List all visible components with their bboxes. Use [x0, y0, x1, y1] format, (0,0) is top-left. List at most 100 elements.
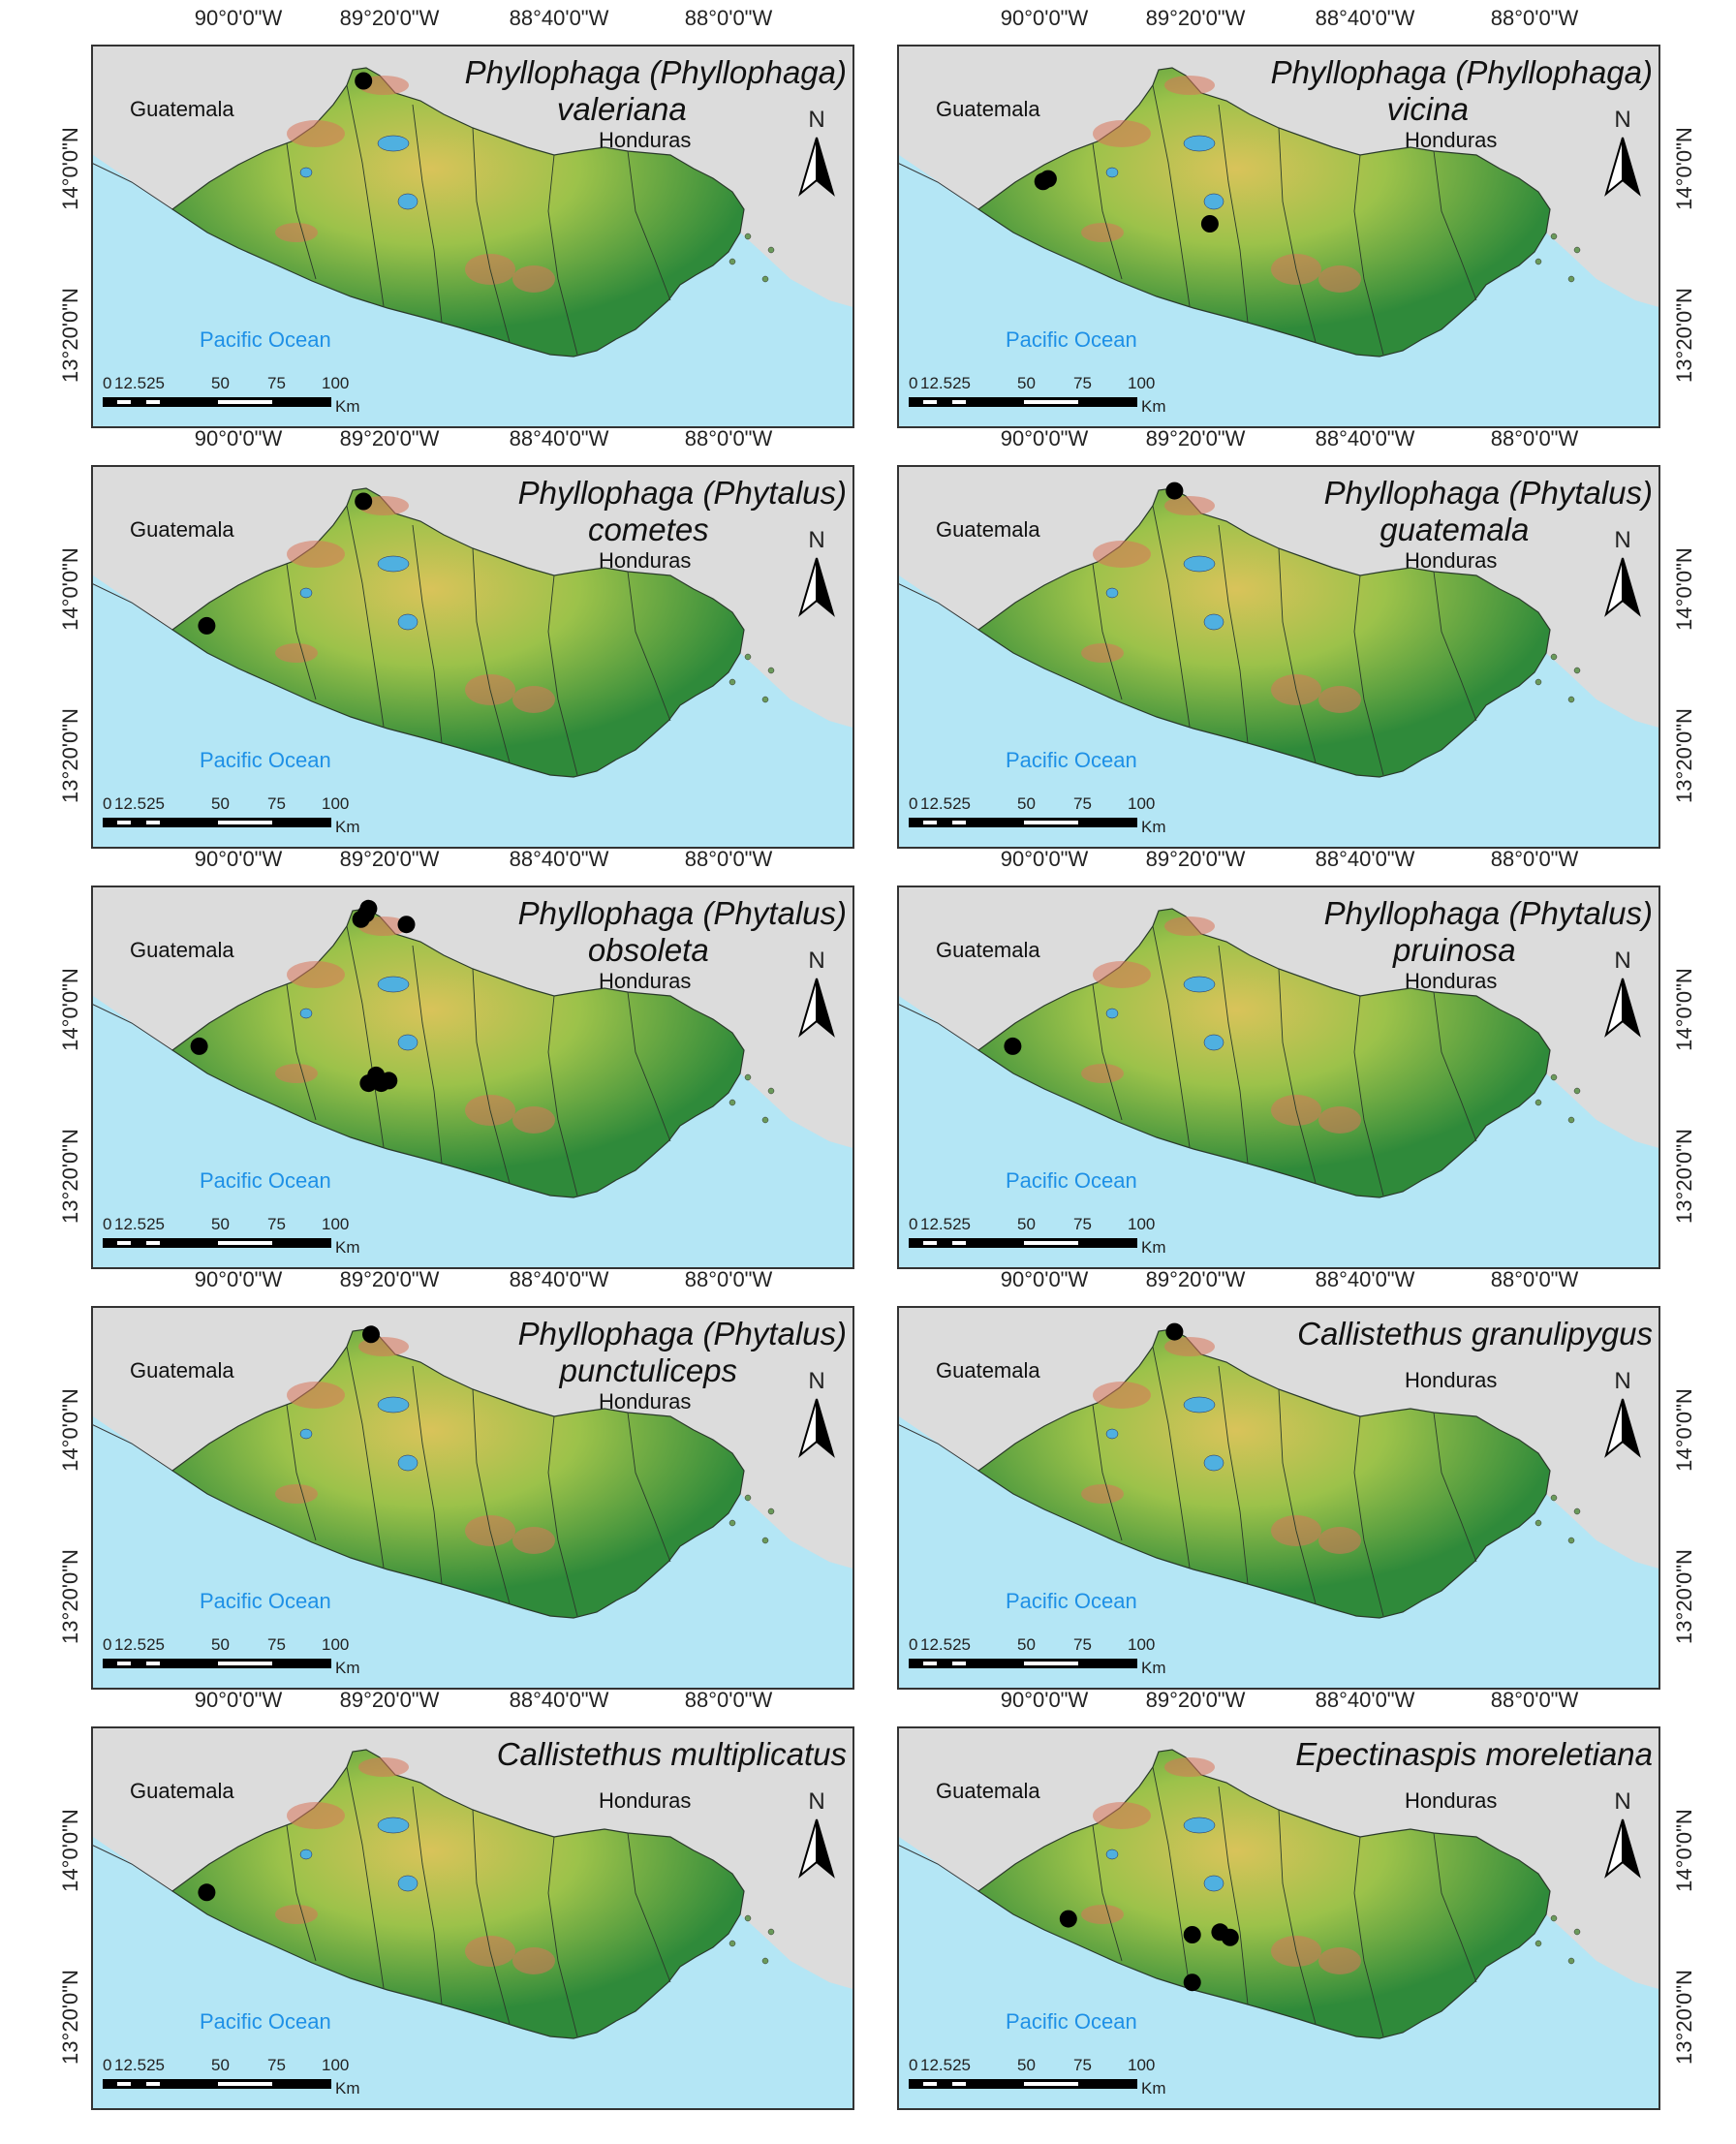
longitude-tick-label: 89°20'0"W — [1145, 6, 1246, 30]
island-1 — [1534, 258, 1542, 265]
scale-tick-label: 50 — [211, 1215, 230, 1233]
label-honduras: Honduras — [599, 1788, 692, 1813]
species-title-line1: Phyllophaga (Phyllophaga) — [464, 54, 847, 90]
latitude-tick-label: 14°0'0"N — [1672, 1809, 1696, 1892]
lake-1 — [1203, 1875, 1224, 1892]
highland-4 — [1081, 643, 1124, 663]
longitude-tick-label: 88°0'0"W — [1490, 426, 1579, 451]
highland-2 — [1093, 541, 1151, 568]
label-honduras: Honduras — [1405, 969, 1498, 993]
border-line — [899, 583, 979, 631]
relief-map — [93, 47, 852, 426]
department-line-5 — [1433, 1412, 1477, 1563]
scale-segment — [952, 2082, 966, 2086]
sea — [899, 155, 1658, 426]
species-title: Callistethus granulipygus — [1297, 1316, 1653, 1352]
longitude-axis: 90°0'0"W 89°20'0"W 88°40'0"W 88°0'0"W — [876, 1261, 1728, 1306]
label-guatemala: Guatemala — [130, 938, 234, 962]
north-label: N — [1614, 107, 1631, 133]
department-line-4 — [1353, 575, 1384, 776]
north-arrow-icon — [798, 137, 835, 197]
department-line-5 — [627, 571, 671, 722]
longitude-tick-label: 88°40'0"W — [509, 1688, 609, 1712]
latitude-tick-label: 13°20'0"N — [1672, 708, 1696, 803]
scale-tick-label: 50 — [1017, 1215, 1036, 1233]
north-arrow-icon — [1604, 978, 1641, 1038]
map-panel: 90°0'0"W 89°20'0"W 88°40'0"W 88°0'0"W 14°0'0… — [876, 0, 1728, 428]
scale-bar: 0 12.525 50 75 100 Km — [909, 1635, 1166, 1678]
scale-segment — [146, 821, 160, 824]
map-frame: Phyllophaga (Phytalus) pruinosa Guatemala H… — [897, 886, 1660, 1269]
lake-1 — [1203, 1454, 1224, 1472]
department-line-0 — [1092, 1824, 1123, 1962]
species-title: Phyllophaga (Phyllophaga) valeriana — [465, 54, 847, 128]
department-line-0 — [1092, 1404, 1123, 1541]
species-title-line2: valeriana — [556, 91, 687, 127]
longitude-axis: 90°0'0"W 89°20'0"W 88°40'0"W 88°0'0"W — [876, 1682, 1728, 1726]
department-line-1 — [346, 1766, 385, 1989]
highland-2 — [287, 1802, 345, 1829]
longitude-tick-label: 90°0'0"W — [194, 847, 283, 871]
scale-tick-label: 0 — [103, 1215, 112, 1233]
island-0 — [1550, 233, 1558, 240]
species-title-line2: pruinosa — [1393, 932, 1516, 968]
latitude-tick-label: 13°20'0"N — [1672, 288, 1696, 383]
north-arrow: N — [1598, 1368, 1647, 1465]
scale-bar-graphic — [909, 397, 1137, 407]
border-line — [93, 583, 173, 631]
scale-tick-label: 50 — [1017, 374, 1036, 392]
label-honduras: Honduras — [599, 1389, 692, 1414]
island-3 — [767, 1507, 775, 1515]
scale-tick-label: 75 — [1073, 1215, 1092, 1233]
latitude-tick-label: 14°0'0"N — [58, 127, 82, 210]
scale-tick-label: 0 — [103, 1635, 112, 1654]
scale-tick-label: 50 — [211, 374, 230, 392]
latitude-tick-label: 14°0'0"N — [1672, 547, 1696, 631]
lake-0 — [1183, 555, 1216, 573]
record-marker — [1221, 1928, 1239, 1946]
longitude-tick-label: 88°40'0"W — [1315, 1267, 1415, 1291]
lake-2 — [1105, 1849, 1119, 1860]
department-line-5 — [627, 150, 671, 301]
label-guatemala: Guatemala — [936, 517, 1040, 542]
scale-tick-label: 75 — [267, 374, 286, 392]
scale-tick-label: 100 — [322, 1215, 350, 1233]
relief-map — [93, 887, 852, 1267]
map-frame: Epectinaspis moreletiana Guatemala Hondura… — [897, 1726, 1660, 2110]
scale-segment — [218, 1662, 272, 1665]
scale-tick-label: 12.525 — [920, 1635, 971, 1654]
scale-tick-label: 12.525 — [114, 374, 165, 392]
island-3 — [767, 1928, 775, 1936]
scale-segment — [923, 2082, 937, 2086]
species-title-line1: Callistethus granulipygus — [1297, 1316, 1653, 1352]
scale-segment — [218, 2082, 272, 2086]
border-line — [93, 1004, 173, 1051]
longitude-tick-label: 88°40'0"W — [1315, 1688, 1415, 1712]
scale-tick-label: 12.525 — [920, 2056, 971, 2074]
north-arrow-icon — [798, 1818, 835, 1879]
record-marker — [1004, 1037, 1022, 1055]
island-1 — [1534, 1940, 1542, 1947]
island-2 — [1567, 696, 1575, 703]
label-guatemala: Guatemala — [130, 1779, 234, 1803]
latitude-tick-label: 14°0'0"N — [1672, 127, 1696, 210]
department-line-2 — [1218, 104, 1249, 324]
latitude-tick-label: 13°20'0"N — [58, 708, 82, 803]
department-line-4 — [547, 1415, 578, 1617]
label-pacific-ocean: Pacific Ocean — [200, 1589, 331, 1613]
island-1 — [728, 678, 736, 686]
lake-0 — [1183, 976, 1216, 993]
species-title: Epectinaspis moreletiana — [1295, 1736, 1653, 1773]
relief-map — [899, 47, 1658, 426]
scale-unit: Km — [335, 1238, 360, 1257]
scale-segment — [146, 2082, 160, 2086]
species-title-line1: Phyllophaga (Phyllophaga) — [1270, 54, 1653, 90]
scale-segment — [923, 821, 937, 824]
relief-map — [899, 467, 1658, 847]
record-marker — [1200, 215, 1219, 233]
scale-bar: 0 12.525 50 75 100 Km — [103, 374, 360, 417]
scale-tick-label: 0 — [909, 2056, 918, 2074]
species-title-line2: guatemala — [1380, 512, 1530, 547]
scale-tick-label: 0 — [103, 374, 112, 392]
label-pacific-ocean: Pacific Ocean — [200, 327, 331, 352]
